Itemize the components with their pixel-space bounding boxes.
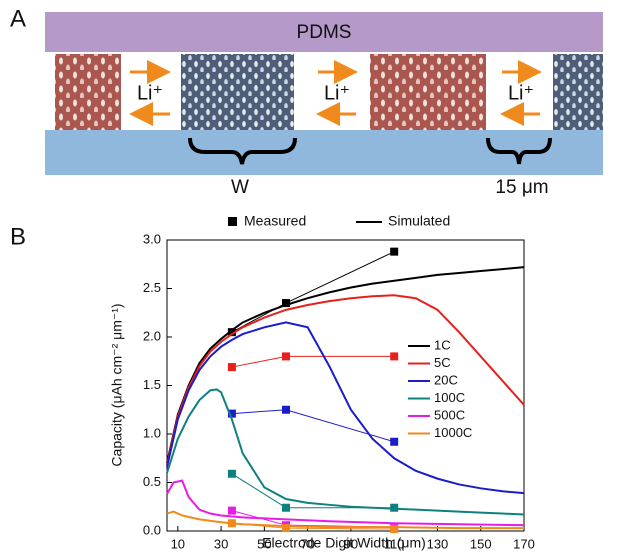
measured-point [282,405,290,414]
measured-point [282,503,290,512]
measured-point [227,409,236,418]
measured-line [231,251,395,333]
legend-label: 1C [434,337,451,352]
y-tick-label: 1.5 [143,377,161,392]
panel-label: B [10,223,26,250]
electrode [553,54,603,130]
measured-point [390,437,399,446]
x-tick-label: 70 [300,536,314,551]
simulated-line [166,294,525,466]
y-axis-label: Capacity (μAh cm⁻² μm⁻¹) [109,303,125,466]
simulated-line [166,510,524,530]
measured-point [282,524,290,533]
simulated-line [166,266,525,464]
x-tick-label: 90 [344,536,358,551]
ion-label: Li⁺ [137,82,163,104]
x-tick-label: 130 [427,536,449,551]
brace [486,137,552,165]
measured-point [390,352,399,361]
legend-marker [228,217,237,226]
measured-point [227,363,236,372]
ion-label: Li⁺ [508,82,534,104]
panel-label: A [10,5,26,32]
measured-line [231,409,395,443]
ion-label: Li⁺ [324,82,350,104]
electrode [370,54,486,130]
arrows [129,60,542,126]
simulated-line [166,321,525,495]
legend-label: 5C [434,355,451,370]
measured-point [390,247,399,256]
x-tick-label: 150 [470,536,492,551]
measured-point [390,525,399,534]
legend-label: Simulated [388,213,450,229]
measured-point [227,519,236,528]
gap-label: 15 μm [495,177,548,198]
measured-point [227,469,236,478]
y-tick-label: 1.0 [143,425,161,440]
pdms-layer [45,12,603,52]
legend-label: Measured [244,213,306,229]
width-label: W [231,177,249,198]
brace [188,137,297,165]
x-tick-label: 30 [214,536,228,551]
electrode [181,54,294,130]
measured-point [282,352,290,361]
measured-point [227,506,236,515]
legend-label: 100C [434,390,465,405]
legend-label: 20C [434,372,458,387]
x-tick-label: 170 [513,536,535,551]
electrode [55,54,121,130]
x-tick-label: 50 [257,536,271,551]
measured-point [390,503,399,512]
simulated-line [166,388,525,516]
legend-label: 1000C [434,425,472,440]
measured-point [282,299,290,308]
layer-label: PDMS [297,22,352,43]
y-tick-label: 2.0 [143,328,161,343]
y-tick-label: 3.0 [143,231,161,246]
y-tick-label: 0.5 [143,474,161,489]
x-tick-label: 110 [384,536,405,551]
x-tick-label: 10 [171,536,185,551]
x-axis-label: Electrode Digit Width (μm) [262,535,426,551]
measured-point [227,328,236,337]
measured-line [231,355,395,368]
substrate [45,130,603,175]
legend-label: 500C [434,407,465,422]
y-tick-label: 2.5 [143,280,161,295]
y-tick-label: 0.0 [143,522,161,537]
